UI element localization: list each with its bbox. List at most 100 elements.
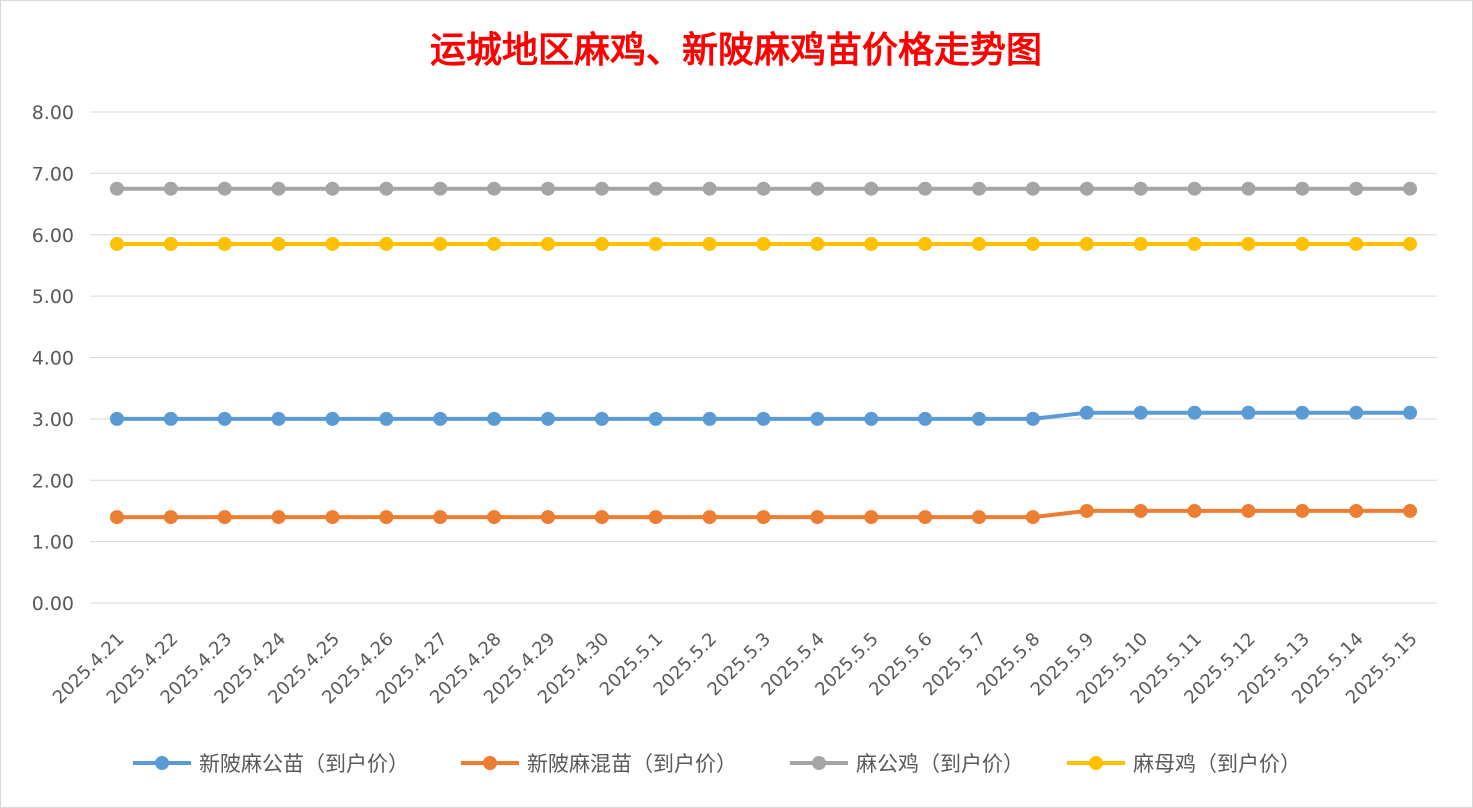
data-point bbox=[648, 236, 663, 251]
y-tick-label: 6.00 bbox=[32, 225, 74, 247]
data-point bbox=[756, 510, 771, 525]
data-point bbox=[1133, 181, 1148, 196]
data-point bbox=[379, 181, 394, 196]
data-point bbox=[1133, 236, 1148, 251]
data-point bbox=[109, 236, 124, 251]
data-point bbox=[810, 236, 825, 251]
data-point bbox=[163, 181, 178, 196]
data-point bbox=[379, 411, 394, 426]
y-tick-label: 0.00 bbox=[32, 593, 74, 615]
data-point bbox=[1187, 181, 1202, 196]
y-tick-label: 1.00 bbox=[32, 532, 74, 554]
data-point bbox=[1403, 405, 1418, 420]
data-point bbox=[810, 181, 825, 196]
series-3 bbox=[109, 181, 1418, 196]
data-point bbox=[271, 411, 286, 426]
data-point bbox=[648, 411, 663, 426]
data-point bbox=[1133, 405, 1148, 420]
legend-label: 新陂麻公苗（到户价） bbox=[199, 752, 409, 776]
data-point bbox=[648, 181, 663, 196]
data-point bbox=[163, 411, 178, 426]
legend-marker-icon bbox=[1089, 756, 1103, 770]
data-point bbox=[1403, 503, 1418, 518]
series-4 bbox=[109, 236, 1418, 251]
data-point bbox=[433, 181, 448, 196]
data-point bbox=[1241, 236, 1256, 251]
y-tick-label: 2.00 bbox=[32, 470, 74, 492]
data-point bbox=[972, 181, 987, 196]
legend-label: 新陂麻混苗（到户价） bbox=[527, 752, 737, 776]
data-point bbox=[433, 411, 448, 426]
data-point bbox=[109, 181, 124, 196]
data-point bbox=[1349, 181, 1364, 196]
data-point bbox=[648, 510, 663, 525]
data-point bbox=[379, 236, 394, 251]
data-point bbox=[540, 411, 555, 426]
data-point bbox=[109, 510, 124, 525]
data-point bbox=[540, 510, 555, 525]
y-tick-label: 8.00 bbox=[32, 102, 74, 124]
data-point bbox=[594, 411, 609, 426]
legend-item-3: 麻公鸡（到户价） bbox=[790, 752, 1024, 776]
data-point bbox=[918, 411, 933, 426]
data-point bbox=[756, 236, 771, 251]
data-point bbox=[163, 236, 178, 251]
series-lines bbox=[109, 181, 1418, 525]
data-point bbox=[702, 181, 717, 196]
data-point bbox=[487, 181, 502, 196]
data-point bbox=[594, 236, 609, 251]
data-point bbox=[217, 181, 232, 196]
data-point bbox=[702, 411, 717, 426]
legend: 新陂麻公苗（到户价） 新陂麻混苗（到户价） 麻公鸡（到户价） 麻母鸡（到户价） bbox=[133, 752, 1301, 776]
data-point bbox=[271, 181, 286, 196]
chart-title: 运城地区麻鸡、新陂麻鸡苗价格走势图 bbox=[430, 29, 1042, 71]
data-point bbox=[1349, 405, 1364, 420]
data-point bbox=[271, 510, 286, 525]
y-tick-label: 4.00 bbox=[32, 348, 74, 370]
series-1 bbox=[109, 405, 1418, 426]
data-point bbox=[810, 510, 825, 525]
data-point bbox=[594, 510, 609, 525]
series-2 bbox=[109, 503, 1418, 525]
data-point bbox=[325, 236, 340, 251]
legend-item-1: 新陂麻公苗（到户价） bbox=[133, 752, 409, 776]
data-point bbox=[1295, 181, 1310, 196]
data-point bbox=[1025, 181, 1040, 196]
data-point bbox=[1025, 411, 1040, 426]
data-point bbox=[325, 411, 340, 426]
data-point bbox=[702, 236, 717, 251]
data-point bbox=[864, 236, 879, 251]
data-point bbox=[1079, 181, 1094, 196]
data-point bbox=[1241, 181, 1256, 196]
data-point bbox=[1403, 236, 1418, 251]
data-point bbox=[1241, 503, 1256, 518]
legend-label: 麻公鸡（到户价） bbox=[856, 752, 1024, 776]
data-point bbox=[217, 236, 232, 251]
data-point bbox=[1295, 405, 1310, 420]
legend-marker-icon bbox=[812, 756, 826, 770]
legend-item-2: 新陂麻混苗（到户价） bbox=[461, 752, 737, 776]
legend-marker-icon bbox=[155, 756, 169, 770]
data-point bbox=[972, 510, 987, 525]
data-point bbox=[540, 181, 555, 196]
data-point bbox=[864, 181, 879, 196]
data-point bbox=[810, 411, 825, 426]
data-point bbox=[487, 510, 502, 525]
data-point bbox=[864, 411, 879, 426]
data-point bbox=[918, 181, 933, 196]
data-point bbox=[756, 411, 771, 426]
data-point bbox=[972, 411, 987, 426]
data-point bbox=[702, 510, 717, 525]
data-point bbox=[540, 236, 555, 251]
y-tick-label: 7.00 bbox=[32, 163, 74, 185]
legend-marker-icon bbox=[483, 756, 497, 770]
data-point bbox=[756, 181, 771, 196]
legend-label: 麻母鸡（到户价） bbox=[1133, 752, 1301, 776]
data-point bbox=[1349, 236, 1364, 251]
data-point bbox=[1079, 503, 1094, 518]
data-point bbox=[163, 510, 178, 525]
data-point bbox=[1025, 236, 1040, 251]
legend-item-4: 麻母鸡（到户价） bbox=[1067, 752, 1301, 776]
